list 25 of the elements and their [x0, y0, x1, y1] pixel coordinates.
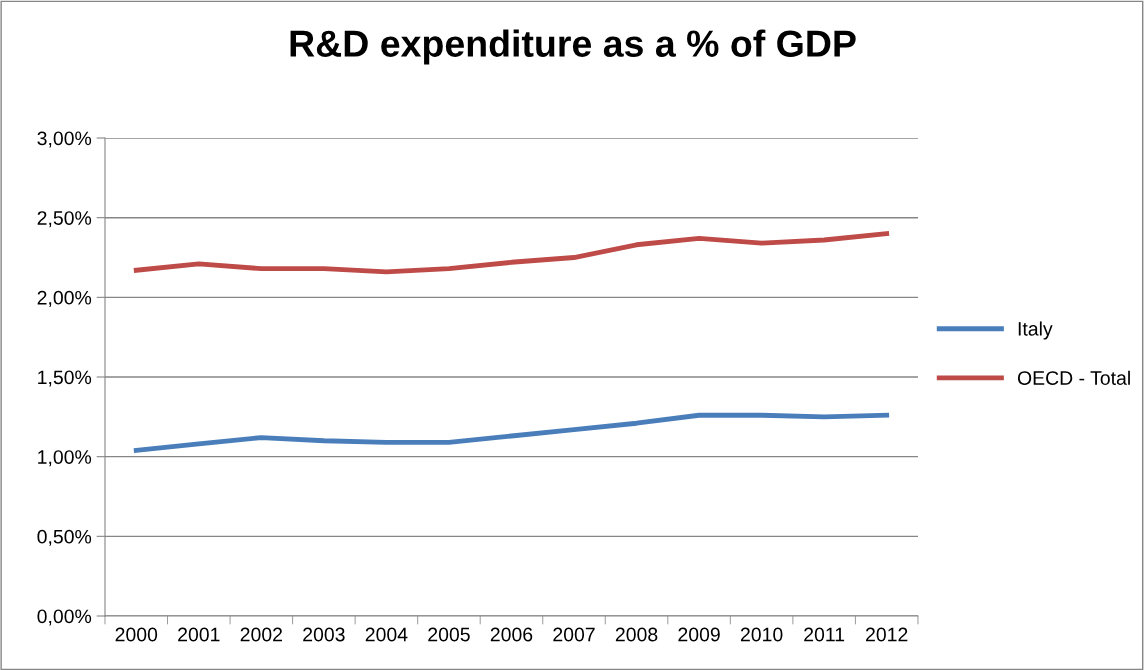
y-tick-label: 0,50% [37, 529, 92, 546]
x-tick-label: 2010 [740, 627, 783, 642]
x-tick-label: 2001 [178, 627, 220, 642]
y-tick-label: 3,00% [37, 131, 92, 148]
legend-label: Italy [1018, 321, 1053, 340]
line-series [133, 412, 890, 453]
y-tick-label: 0,00% [37, 609, 92, 626]
y-tick-label: 2,00% [37, 290, 92, 307]
y-tick-label: 2,50% [37, 211, 92, 228]
x-tick-label: 2012 [866, 627, 908, 642]
y-tick-label: 1,00% [38, 450, 92, 467]
legend-label: OECD - Total [1017, 370, 1130, 385]
x-tick-label: 2007 [553, 627, 595, 642]
x-tick-label: 2006 [490, 627, 533, 642]
chart-title: R&D expenditure as a % of GDP [290, 29, 856, 65]
x-tick-label: 2002 [240, 627, 282, 642]
x-tick-label: 2009 [678, 627, 720, 642]
x-tick-label: 2004 [365, 627, 408, 642]
x-tick-label: 2008 [615, 627, 658, 642]
line-series [133, 231, 890, 275]
x-tick-label: 2011 [804, 627, 845, 642]
x-tick-label: 2003 [303, 627, 345, 642]
x-tick-label: 2000 [115, 627, 158, 642]
x-tick-label: 2005 [428, 627, 470, 642]
y-tick-label: 1,50% [38, 370, 92, 387]
